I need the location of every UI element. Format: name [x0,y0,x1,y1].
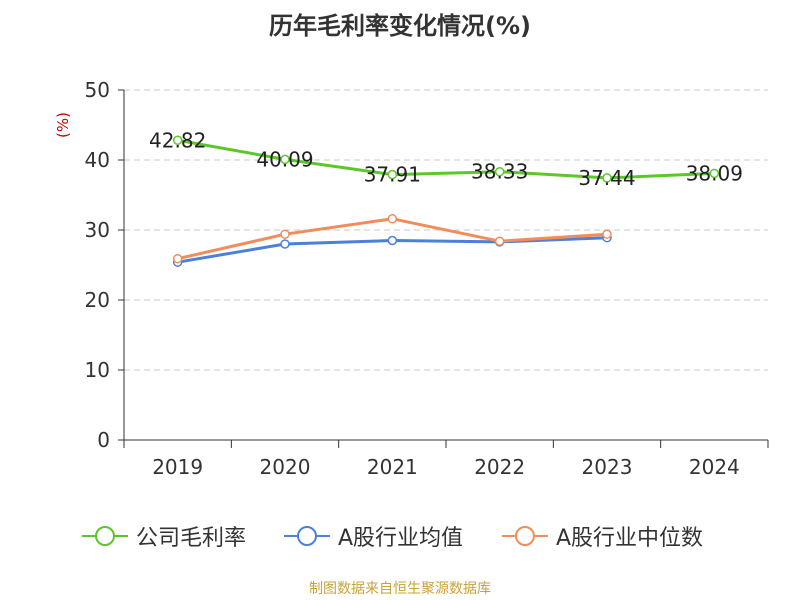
data-point-0 [494,166,505,177]
legend: 公司毛利率 A股行业均值 A股行业中位数 [0,520,800,552]
data-point-0 [172,135,183,146]
legend-marker-company [82,526,128,546]
x-tick-label: 2023 [582,455,633,479]
data-point-2 [602,229,612,239]
y-tick-label: 10 [85,358,110,382]
data-point-0 [387,169,398,180]
y-tick-label: 30 [85,218,110,242]
x-tick-label: 2022 [474,455,525,479]
legend-item-industry-mean[interactable]: A股行业均值 [282,520,463,552]
data-label: 38.09 [686,161,743,185]
y-axis-label: (%) [54,112,72,138]
data-label: 37.44 [578,166,635,190]
data-point-2 [494,236,505,246]
x-tick-label: 2020 [260,455,311,479]
legend-marker-industry-mean [284,526,330,546]
data-point-1 [387,235,398,246]
data-point-0 [602,173,612,183]
series-line-0 [177,138,715,180]
chart-title: 历年毛利率变化情况(%) [269,12,531,40]
y-tick-label: 50 [85,78,110,102]
legend-item-industry-median[interactable]: A股行业中位数 [500,520,703,552]
data-point-0 [280,154,290,165]
data-point-2 [280,229,290,239]
legend-item-company[interactable]: 公司毛利率 [80,520,246,552]
data-point-2 [172,253,183,264]
x-tick-label: 2019 [152,455,203,479]
y-tick-label: 20 [85,288,110,312]
data-point-0 [709,168,720,179]
data-label: 42.82 [149,128,206,152]
data-point-2 [387,214,398,224]
x-tick-label: 2021 [367,455,418,479]
data-point-1 [280,239,290,249]
y-tick-label: 40 [85,148,110,172]
legend-label-industry-mean: A股行业均值 [338,526,464,551]
line-chart: 0 10 20 30 40 50 2019 2020 2021 2022 2023 2024 (%) 42… [54,78,769,479]
legend-label-company: 公司毛利率 [136,526,247,551]
y-tick-label: 0 [97,428,110,452]
data-label: 40.09 [256,147,313,171]
legend-marker-industry-median [502,526,548,546]
data-label: 37.91 [364,163,421,187]
source-note: 制图数据来自恒生聚源数据库 [309,581,491,597]
x-tick-label: 2024 [689,455,740,479]
data-label: 38.33 [471,160,528,184]
legend-label-industry-median: A股行业中位数 [556,526,704,551]
